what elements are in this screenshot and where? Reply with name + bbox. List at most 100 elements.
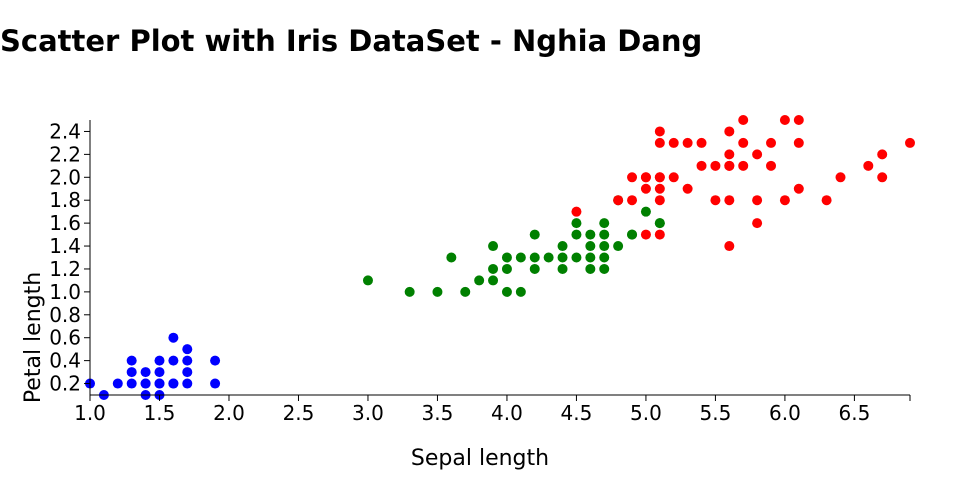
data-point bbox=[154, 378, 165, 389]
data-point bbox=[654, 172, 665, 183]
data-point bbox=[432, 286, 443, 297]
data-point bbox=[557, 241, 568, 252]
data-point bbox=[835, 172, 846, 183]
data-point bbox=[877, 172, 888, 183]
data-point bbox=[766, 160, 777, 171]
data-point bbox=[182, 378, 193, 389]
data-point bbox=[210, 355, 221, 366]
data-point bbox=[863, 160, 874, 171]
x-tick-label: 2.5 bbox=[283, 401, 315, 425]
data-point bbox=[654, 229, 665, 240]
data-point bbox=[571, 218, 582, 229]
data-point bbox=[168, 332, 179, 343]
x-tick-label: 3.5 bbox=[422, 401, 454, 425]
data-point bbox=[474, 275, 485, 286]
data-point bbox=[529, 252, 540, 263]
data-point bbox=[654, 195, 665, 206]
data-point bbox=[821, 195, 832, 206]
data-point bbox=[724, 160, 735, 171]
data-point bbox=[793, 115, 804, 125]
data-point bbox=[501, 252, 512, 263]
data-point bbox=[529, 263, 540, 274]
data-point bbox=[905, 137, 915, 148]
data-point bbox=[752, 195, 763, 206]
y-axis-ticks: 0.20.40.60.81.01.21.41.61.82.02.22.4 bbox=[49, 119, 90, 396]
data-point bbox=[182, 344, 193, 355]
chart-title: Scatter Plot with Iris DataSet - Nghia D… bbox=[0, 24, 703, 58]
data-point bbox=[793, 137, 804, 148]
x-tick-label: 6.0 bbox=[769, 401, 801, 425]
data-point bbox=[779, 195, 790, 206]
y-tick-label: 0.8 bbox=[49, 303, 81, 327]
data-point bbox=[613, 241, 624, 252]
data-point bbox=[126, 355, 137, 366]
data-point bbox=[724, 241, 735, 252]
data-point bbox=[501, 286, 512, 297]
data-point bbox=[599, 229, 610, 240]
data-point bbox=[182, 367, 193, 378]
data-point bbox=[696, 160, 707, 171]
data-point bbox=[738, 160, 749, 171]
data-point bbox=[710, 195, 721, 206]
y-tick-label: 2.4 bbox=[49, 119, 81, 143]
data-point bbox=[515, 252, 526, 263]
data-point bbox=[362, 275, 373, 286]
data-point bbox=[585, 229, 596, 240]
data-point bbox=[654, 218, 665, 229]
data-point bbox=[168, 378, 179, 389]
data-point bbox=[126, 367, 137, 378]
data-point bbox=[557, 252, 568, 263]
data-point bbox=[585, 241, 596, 252]
y-tick-label: 0.6 bbox=[49, 326, 81, 350]
data-point bbox=[126, 378, 137, 389]
data-point bbox=[140, 378, 151, 389]
data-point bbox=[696, 137, 707, 148]
data-point bbox=[571, 252, 582, 263]
x-tick-label: 2.0 bbox=[213, 401, 245, 425]
data-point bbox=[710, 160, 721, 171]
data-point bbox=[752, 149, 763, 160]
data-point bbox=[515, 286, 526, 297]
data-point bbox=[599, 263, 610, 274]
data-point bbox=[529, 229, 540, 240]
data-point bbox=[640, 229, 651, 240]
data-point bbox=[112, 378, 123, 389]
y-tick-label: 1.2 bbox=[49, 257, 81, 281]
data-point bbox=[640, 206, 651, 217]
data-point bbox=[752, 218, 763, 229]
data-point bbox=[543, 252, 554, 263]
data-point bbox=[668, 137, 679, 148]
data-point bbox=[585, 263, 596, 274]
y-tick-label: 1.0 bbox=[49, 280, 81, 304]
data-point bbox=[557, 263, 568, 274]
x-tick-label: 6.5 bbox=[839, 401, 871, 425]
data-point bbox=[779, 115, 790, 125]
y-tick-label: 0.4 bbox=[49, 349, 81, 373]
data-point bbox=[585, 252, 596, 263]
data-point bbox=[682, 183, 693, 194]
data-point bbox=[488, 275, 499, 286]
x-axis-ticks: 1.0 1.5 2.0 2.5 3.0 3.5 4.0 4.5 5.0 5.5 6.0 6.5 bbox=[74, 395, 911, 425]
data-point bbox=[599, 241, 610, 252]
data-point bbox=[627, 172, 638, 183]
data-point bbox=[654, 126, 665, 137]
data-point bbox=[460, 286, 471, 297]
y-tick-label: 2.2 bbox=[49, 142, 81, 166]
data-point bbox=[724, 149, 735, 160]
data-point bbox=[738, 115, 749, 125]
data-point bbox=[571, 206, 582, 217]
data-point bbox=[599, 252, 610, 263]
y-axis-title: Petal length bbox=[21, 272, 46, 403]
data-point bbox=[154, 367, 165, 378]
data-point bbox=[766, 137, 777, 148]
data-point bbox=[627, 229, 638, 240]
y-tick-label: 2.0 bbox=[49, 165, 81, 189]
x-tick-label: 4.0 bbox=[491, 401, 523, 425]
x-tick-label: 5.0 bbox=[630, 401, 662, 425]
x-tick-label: 4.5 bbox=[561, 401, 593, 425]
data-point bbox=[640, 183, 651, 194]
data-point bbox=[738, 137, 749, 148]
data-point bbox=[154, 355, 165, 366]
data-point bbox=[599, 218, 610, 229]
